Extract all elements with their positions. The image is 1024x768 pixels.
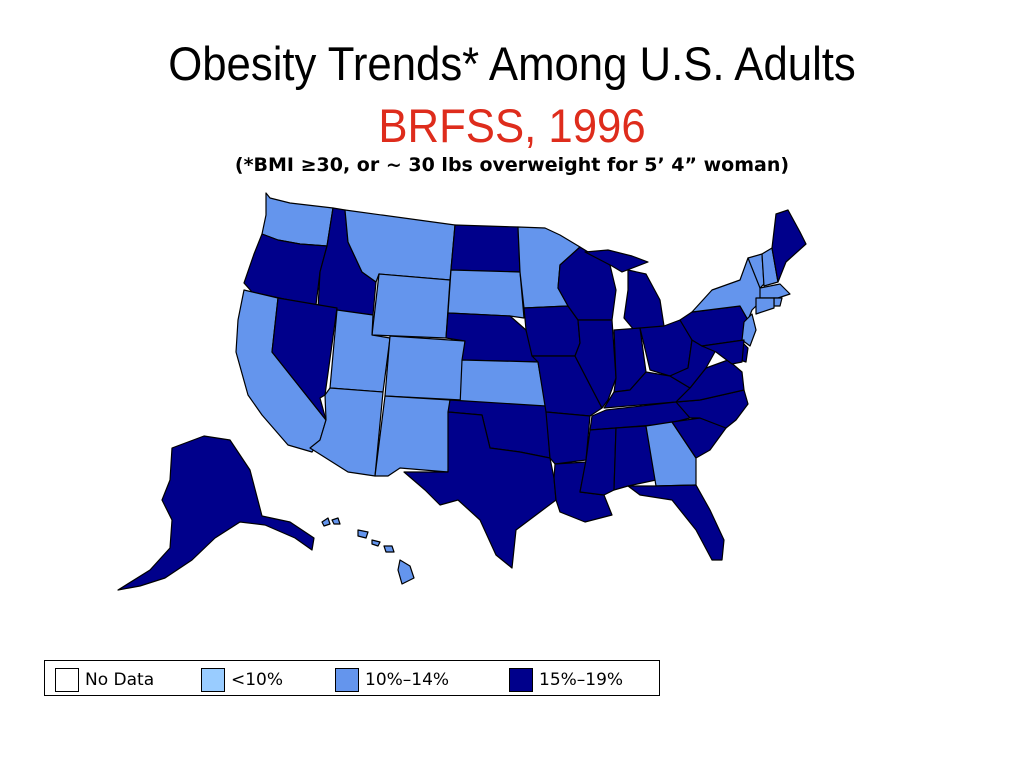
legend-swatch-15-19	[509, 668, 533, 692]
legend-item-no-data: No Data	[55, 667, 154, 693]
legend-label-15-19: 15%–19%	[539, 670, 624, 690]
state-ma	[759, 283, 791, 299]
legend-label-10-14: 10%–14%	[365, 670, 450, 690]
state-ga	[645, 421, 697, 487]
state-al	[613, 425, 657, 491]
legend-swatch-no-data	[55, 668, 79, 692]
state-nj	[741, 313, 757, 347]
state-sd	[447, 269, 525, 319]
state-il	[574, 319, 617, 409]
legend-item-lt10: <10%	[201, 667, 283, 693]
state-az	[309, 387, 384, 477]
state-oh	[639, 319, 693, 377]
legend-label-lt10: <10%	[231, 670, 284, 690]
legend-swatch-lt10	[201, 668, 225, 692]
state-sc	[671, 417, 727, 459]
legend-item-10-14: 10%–14%	[335, 667, 449, 693]
state-nv	[271, 297, 338, 421]
state-ar	[545, 411, 591, 465]
state-hi	[321, 517, 415, 585]
state-wy	[371, 273, 451, 339]
state-ks	[459, 359, 547, 409]
state-ri	[773, 297, 783, 307]
state-mt	[344, 209, 456, 283]
legend-swatch-10-14	[335, 668, 359, 692]
state-ia	[523, 305, 581, 357]
state-tx	[403, 411, 557, 569]
state-md	[701, 339, 745, 365]
legend-label-no-data: No Data	[85, 670, 155, 690]
state-me	[771, 209, 807, 283]
legend-item-15-19: 15%–19%	[509, 667, 623, 693]
state-nm	[374, 395, 451, 477]
bmi-footnote: (*BMI ≥30, or ~ 30 lbs overweight for 5’…	[234, 154, 790, 176]
state-nd	[450, 224, 521, 273]
map-title: Obesity Trends* Among U.S. Adults	[168, 37, 856, 90]
map-legend: No Data <10% 10%–14% 15%–19%	[44, 660, 660, 696]
state-ct	[755, 297, 775, 315]
state-ak	[117, 435, 315, 591]
state-fl	[627, 484, 725, 561]
map-subtitle: BRFSS, 1996	[378, 99, 646, 152]
state-co	[384, 335, 466, 401]
